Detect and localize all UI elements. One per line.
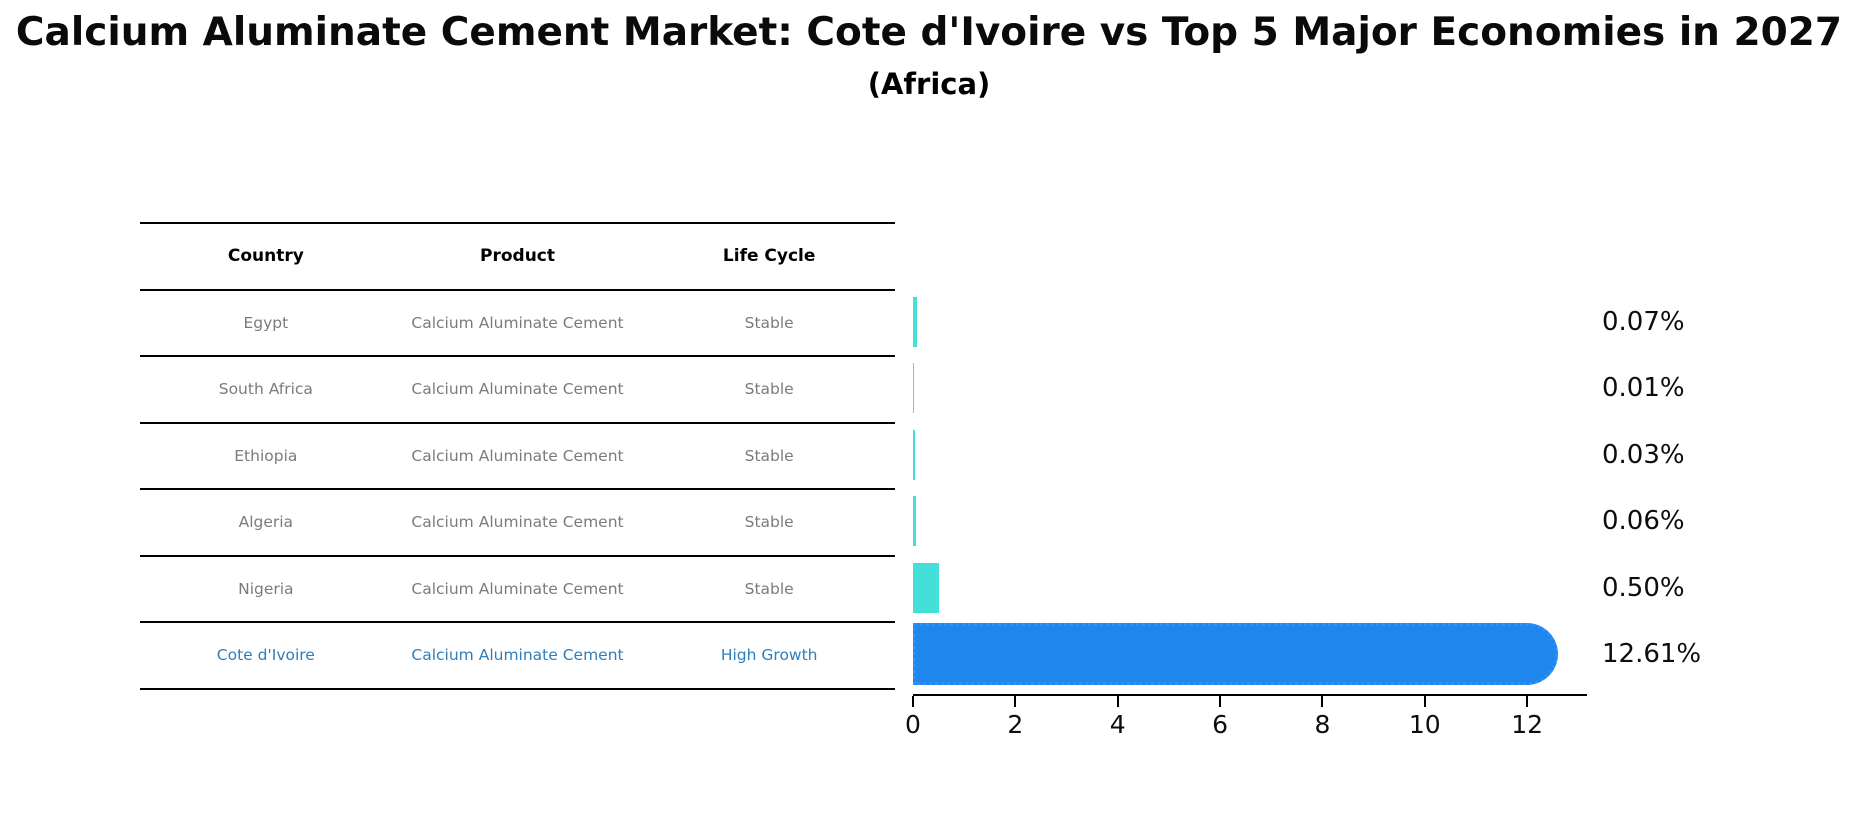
bar-value-label: 0.07% <box>1602 306 1685 337</box>
table-row: Cote d'Ivoire Calcium Aluminate Cement Hig… <box>140 621 895 688</box>
cell-country: Egypt <box>243 313 289 332</box>
page-title: Calcium Aluminate Cement Market: Cote d'… <box>15 10 1843 55</box>
cell-life-cycle: Stable <box>744 513 794 532</box>
x-axis-tick <box>1321 696 1324 707</box>
bar-egypt <box>913 296 917 347</box>
table-header-cell-2: Product <box>480 246 555 267</box>
x-axis-tick <box>1014 696 1017 707</box>
bar-nigeria <box>913 562 939 613</box>
cell-life-cycle: Stable <box>744 446 794 465</box>
table-row: Egypt Calcium Aluminate Cement Stable <box>140 288 895 356</box>
cell-product: Calcium Aluminate Cement <box>411 513 624 532</box>
bar-ethiopia <box>913 429 915 480</box>
cell-product: Calcium Aluminate Cement <box>411 646 624 665</box>
cell-country: South Africa <box>218 380 313 399</box>
x-axis-tick-label: 8 <box>1314 710 1331 739</box>
cell-product: Calcium Aluminate Cement <box>411 579 624 598</box>
bar-value-label: 0.03% <box>1602 439 1685 470</box>
table-header-cell-1: Country <box>227 246 304 267</box>
bar-cote-d-ivoire <box>913 623 1559 686</box>
bar-south-africa <box>913 363 914 414</box>
x-axis-line <box>913 694 1587 696</box>
table-row: Ethiopia Calcium Aluminate Cement Stable <box>140 421 895 489</box>
x-axis-tick <box>1526 696 1529 707</box>
cell-product: Calcium Aluminate Cement <box>411 313 624 332</box>
cell-life-cycle: High Growth <box>720 646 818 665</box>
bar-value-label: 0.01% <box>1602 373 1685 404</box>
bar-value-label: 0.06% <box>1602 506 1685 537</box>
cell-country: Nigeria <box>238 579 294 598</box>
cell-country: Cote d'Ivoire <box>216 646 315 665</box>
cell-country: Ethiopia <box>234 446 298 465</box>
cell-life-cycle: Stable <box>744 579 794 598</box>
bar-algeria <box>913 496 917 547</box>
cell-country: Algeria <box>238 513 294 532</box>
table-row: Nigeria Calcium Aluminate Cement Stable <box>140 554 895 622</box>
x-axis-tick <box>1219 696 1222 707</box>
cell-life-cycle: Stable <box>744 380 794 399</box>
cell-product: Calcium Aluminate Cement <box>411 380 624 399</box>
x-axis-tick <box>1423 696 1426 707</box>
bar-value-label: 0.50% <box>1602 572 1685 603</box>
x-axis-tick <box>1116 696 1119 707</box>
country-product-table: Country Product Life Cycle Egypt Calcium Alu… <box>140 222 895 690</box>
x-axis-tick-label: 4 <box>1109 710 1126 739</box>
x-axis-tick-label: 2 <box>1007 710 1024 739</box>
bar-value-label: 12.61% <box>1602 639 1702 670</box>
x-axis-tick-label: 12 <box>1511 710 1544 739</box>
x-axis-tick-label: 0 <box>905 710 921 739</box>
table-row: Algeria Calcium Aluminate Cement Stable <box>140 488 895 555</box>
table-header-cell-3: Life Cycle <box>722 246 816 267</box>
page-subtitle: (Africa) <box>867 67 991 101</box>
cell-life-cycle: Stable <box>744 313 794 332</box>
x-axis-tick-label: 10 <box>1408 710 1441 739</box>
table-row: South Africa Calcium Aluminate Cement Stab… <box>140 355 895 422</box>
x-axis-tick-label: 6 <box>1212 710 1228 739</box>
table-header-row: Country Product Life Cycle <box>140 222 895 289</box>
x-axis-tick <box>912 696 914 707</box>
cell-product: Calcium Aluminate Cement <box>411 446 624 465</box>
